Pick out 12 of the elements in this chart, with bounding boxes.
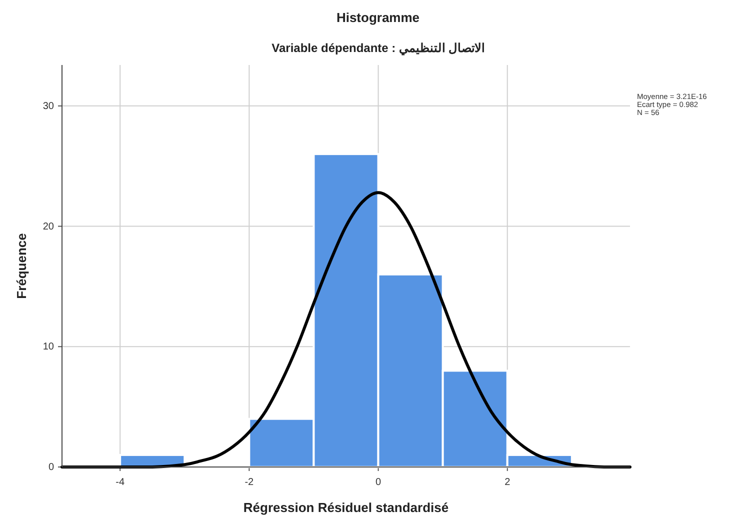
x-tick-label: -4: [116, 477, 125, 488]
y-tick-label: 30: [42, 100, 54, 112]
x-tick-label: 0: [375, 477, 382, 488]
x-axis-title: Régression Résiduel standardisé: [243, 500, 449, 515]
x-tick-label: -2: [244, 477, 254, 488]
chart-subtitle: Variable dépendante : الاتصال التنظيمي: [272, 41, 484, 56]
chart-title: Histogramme: [336, 10, 420, 25]
x-tick-label: 2: [504, 477, 511, 488]
y-tick-label: 10: [42, 342, 54, 353]
y-axis-title: Fréquence: [14, 233, 29, 299]
y-tick-label: 0: [48, 462, 54, 473]
y-tick-label: 20: [42, 221, 54, 232]
